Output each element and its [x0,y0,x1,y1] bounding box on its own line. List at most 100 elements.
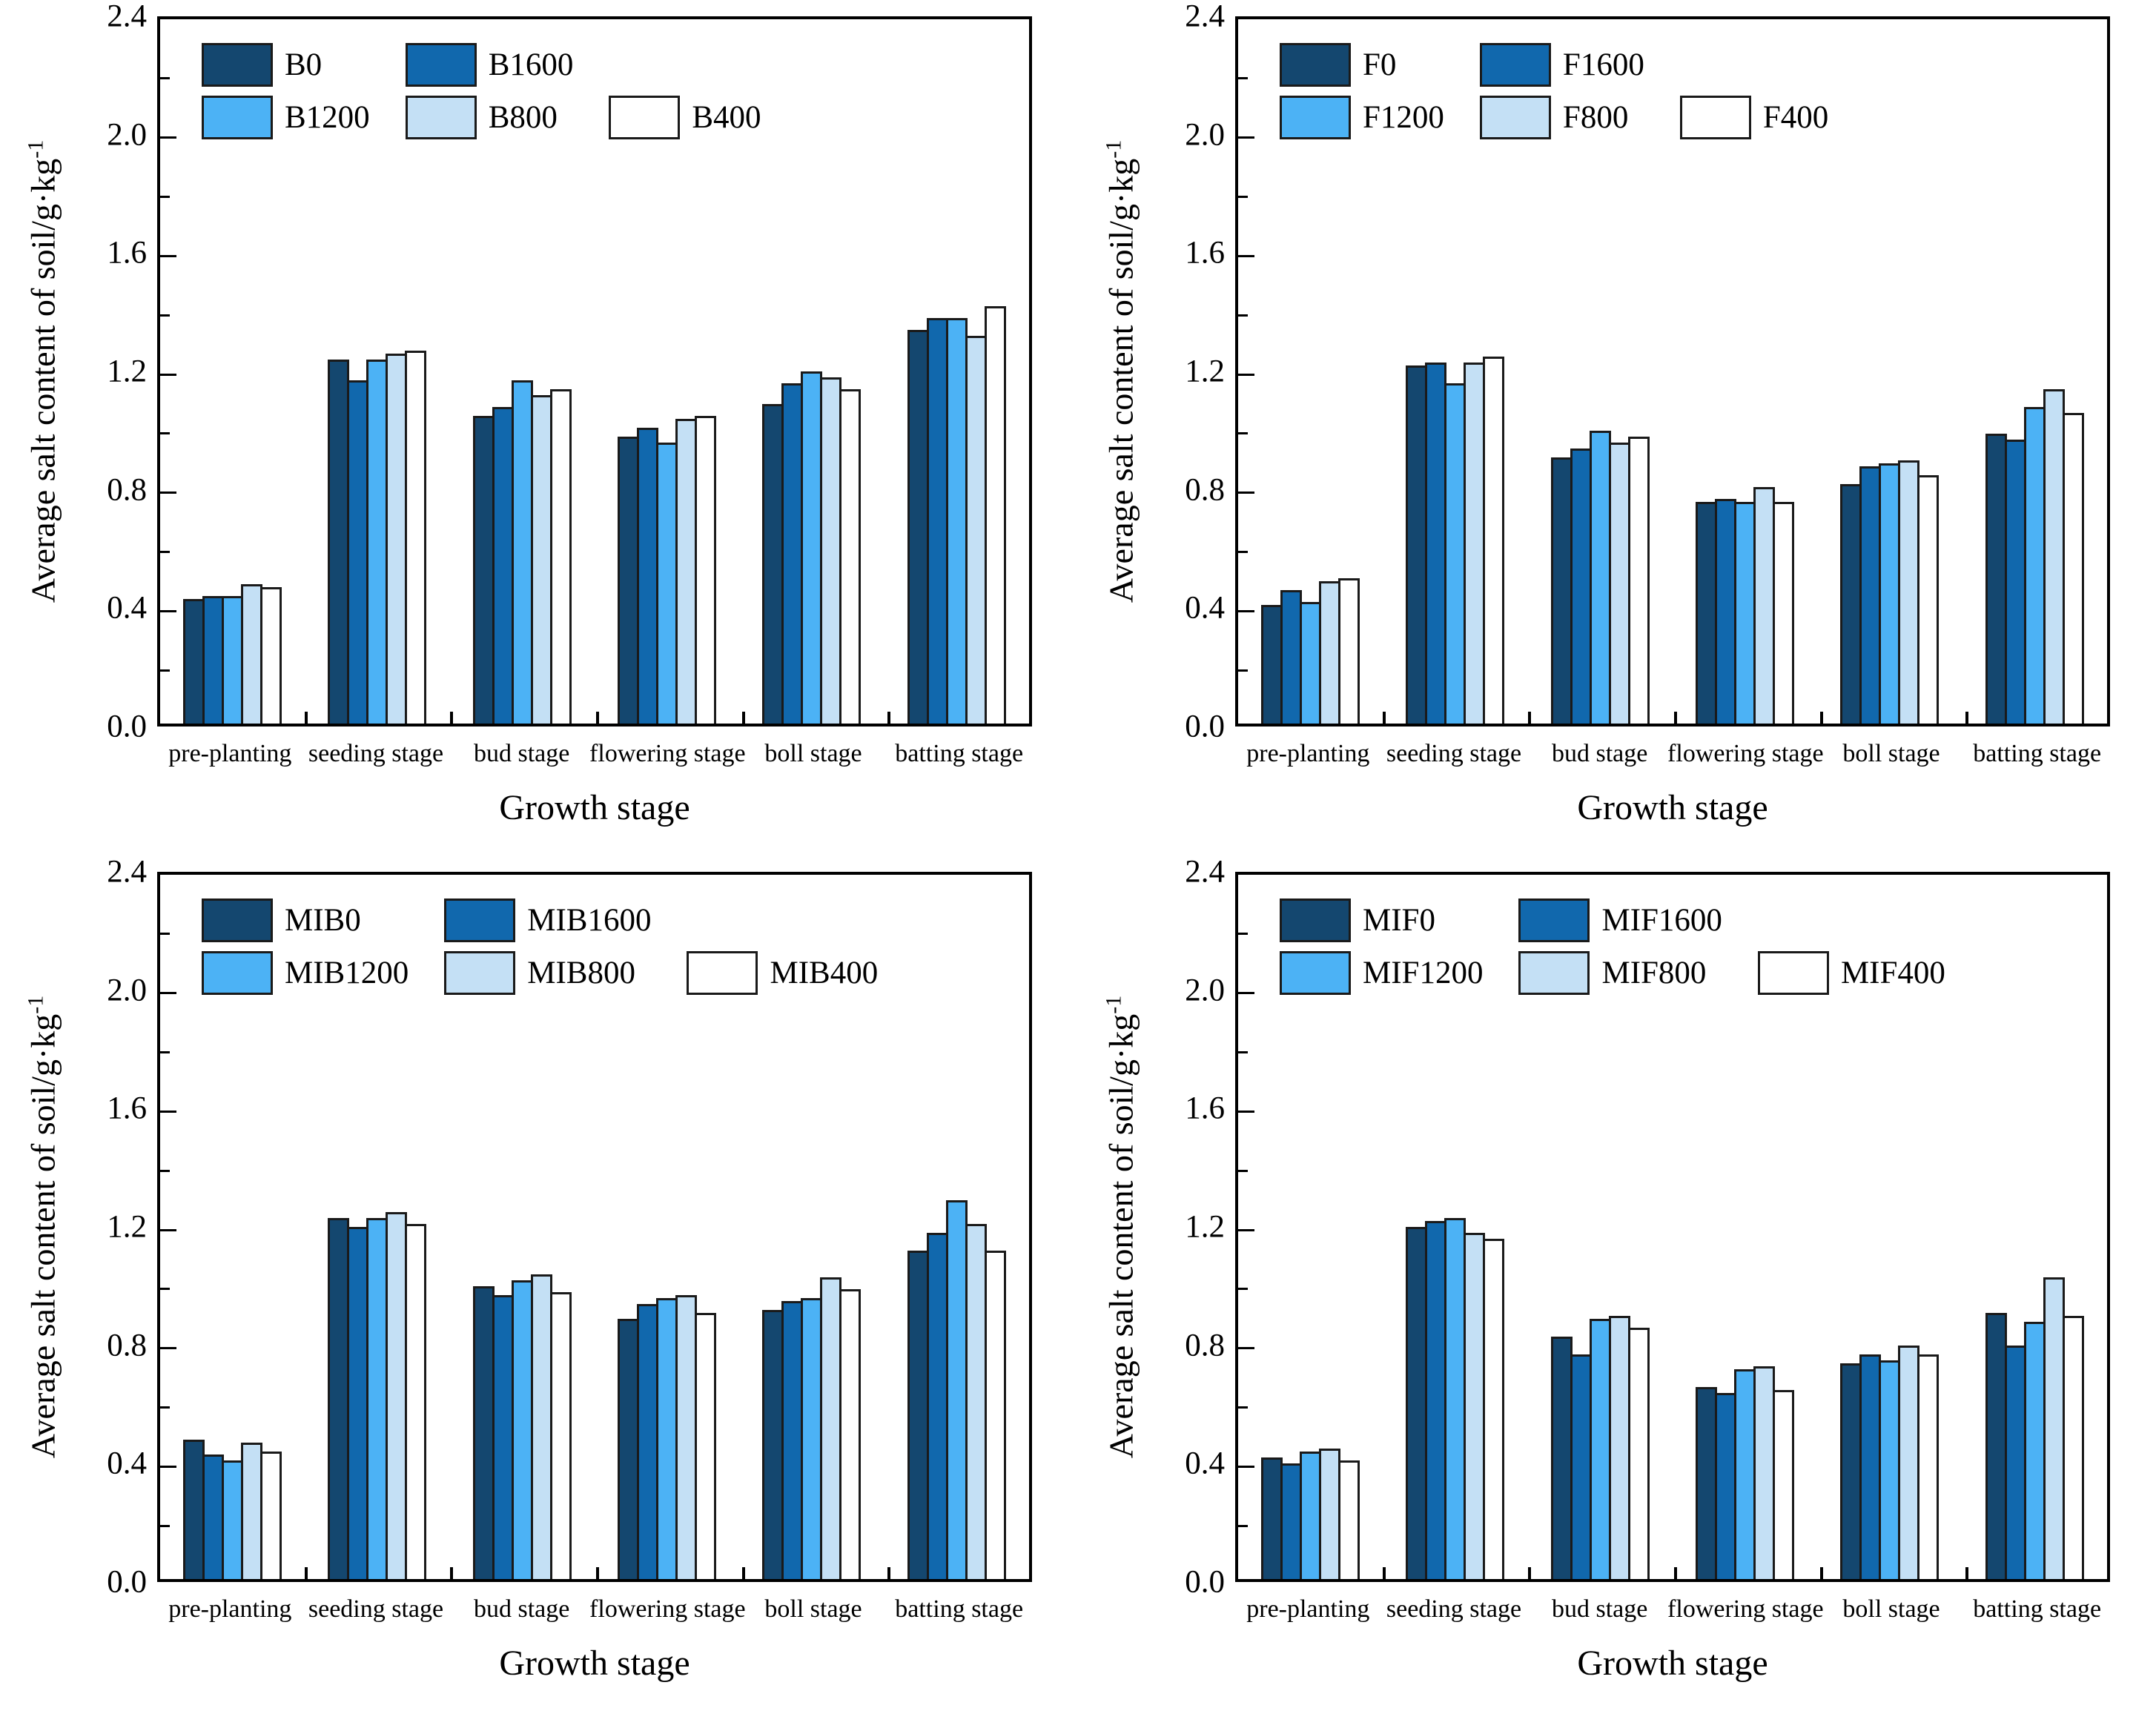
y-tick-label: 0.0 [107,1564,147,1600]
bar-MIB400-bud-stage [549,1291,572,1579]
bar-F1600-bud-stage [1570,448,1592,724]
bar-B0-pre-planting [183,599,205,724]
bar-MIF1200-flowering-stage [1734,1369,1756,1579]
bar-group-bud-stage [450,875,595,1579]
bar-MIF400-pre-planting [1338,1460,1360,1579]
bar-F400-pre-planting [1338,578,1360,724]
x-boundary-tick [1965,1567,1969,1579]
y-tick-label: 1.6 [107,235,147,271]
bar-F800-seeding-stage [1464,363,1486,724]
bar-MIB800-pre-planting [241,1443,263,1579]
y-tick-label: 1.2 [107,1209,147,1245]
y-tick-label: 2.4 [107,0,147,34]
legend-label-B800: B800 [488,100,558,135]
y-minor-tick [160,314,170,317]
x-axis-title: Growth stage [1577,788,1768,827]
bar-groups [160,875,1029,1579]
bar-MIF400-batting-stage [2062,1315,2084,1579]
y-tick-label: 2.4 [107,854,147,890]
y-major-tick [160,492,176,494]
bar-group-pre-planting [1238,875,1383,1579]
bar-group-batting-stage [884,875,1029,1579]
x-tick-label: pre-planting [168,1595,292,1623]
bar-MIF800-boll-stage [1898,1345,1920,1579]
y-major-tick [1238,609,1254,612]
legend-swatch-MIB800 [444,951,516,995]
bar-MIF0-seeding-stage [1406,1227,1428,1579]
bar-B0-bud-stage [472,415,495,724]
bar-group-batting-stage [884,19,1029,724]
y-tick-label: 2.0 [1185,973,1225,1008]
x-tick-label: flowering stage [1667,1595,1824,1623]
y-major-tick [1238,1465,1254,1468]
y-tick-label: 0.4 [107,1446,147,1481]
bar-F0-bud-stage [1550,457,1573,724]
legend-label-MIB1200: MIB1200 [285,956,409,990]
chart-panel-bottom-left: Average salt content of soil/g·kg-1 0.0 0.… [0,856,1078,1711]
bar-F800-bud-stage [1608,442,1630,724]
bar-MIB400-batting-stage [984,1250,1006,1579]
y-major-tick [160,992,176,995]
bar-group-seeding-stage [305,19,449,724]
legend-swatch-MIB1200 [202,951,273,995]
legend-label-B1200: B1200 [285,100,370,135]
bar-MIB0-boll-stage [762,1309,784,1579]
legend-swatch-MIF400 [1757,951,1829,995]
y-minor-tick [160,551,170,553]
y-minor-tick [1238,669,1248,672]
y-tick-label: 0.8 [107,1328,147,1363]
legend-item-MIB0: MIB0 [202,898,409,942]
bar-B1600-flowering-stage [637,427,659,724]
x-tick-label: boll stage [764,740,862,767]
bar-MIB1200-seeding-stage [366,1218,388,1579]
y-tick-label: 1.6 [107,1091,147,1126]
bar-MIF0-bud-stage [1550,1336,1573,1579]
y-major-tick [1238,373,1254,376]
bar-group-bud-stage [450,19,595,724]
legend-item-MIF0: MIF0 [1280,898,1483,942]
y-minor-tick [1238,933,1248,936]
bar-MIB1600-pre-planting [202,1454,225,1579]
bar-MIB0-pre-planting [183,1440,205,1579]
y-minor-tick [1238,1524,1248,1527]
bar-F1600-batting-stage [2004,439,2026,724]
legend-swatch-MIF800 [1518,951,1590,995]
bar-B800-seeding-stage [386,354,408,724]
bar-group-pre-planting [160,19,305,724]
legend-label-MIF1600: MIF1600 [1601,903,1722,938]
bar-MIF0-flowering-stage [1696,1386,1718,1579]
bar-MIF0-pre-planting [1261,1457,1283,1579]
bar-groups [1238,875,2107,1579]
y-tick-label: 0.0 [107,709,147,744]
bar-MIB1200-batting-stage [945,1200,968,1579]
bar-F1200-seeding-stage [1444,383,1466,724]
bar-F1600-pre-planting [1280,590,1303,724]
x-boundary-tick [1382,712,1386,724]
bar-MIF400-boll-stage [1917,1354,1940,1579]
bar-B0-batting-stage [907,330,929,724]
legend-label-B1600: B1600 [488,47,574,82]
y-major-tick [1238,1110,1254,1113]
legend-item-F1600: F1600 [1479,43,1644,87]
x-boundary-tick [1819,1567,1823,1579]
x-tick-label: bud stage [473,1595,570,1623]
bar-B800-flowering-stage [675,418,698,724]
plot-box: B0 B1600 B1200 B800 B400 [157,16,1032,727]
x-boundary-tick [741,1567,745,1579]
bar-B400-flowering-stage [695,415,717,724]
legend-label-MIB1600: MIB1600 [527,903,652,938]
x-boundary-tick [1382,1567,1386,1579]
bar-B1600-seeding-stage [347,380,369,724]
y-tick-label: 2.0 [107,117,147,153]
x-boundary-tick [1528,1567,1532,1579]
legend-swatch-B800 [405,96,477,139]
bar-B0-seeding-stage [328,360,350,724]
legend-item-MIF1200: MIF1200 [1280,951,1483,995]
bar-MIB0-flowering-stage [618,1318,640,1579]
bar-B400-batting-stage [984,306,1006,724]
legend-item-MIF1600: MIF1600 [1518,898,1722,942]
bar-B800-bud-stage [530,394,552,724]
bar-MIB800-boll-stage [820,1277,842,1579]
bar-group-pre-planting [160,875,305,1579]
bar-groups [160,19,1029,724]
